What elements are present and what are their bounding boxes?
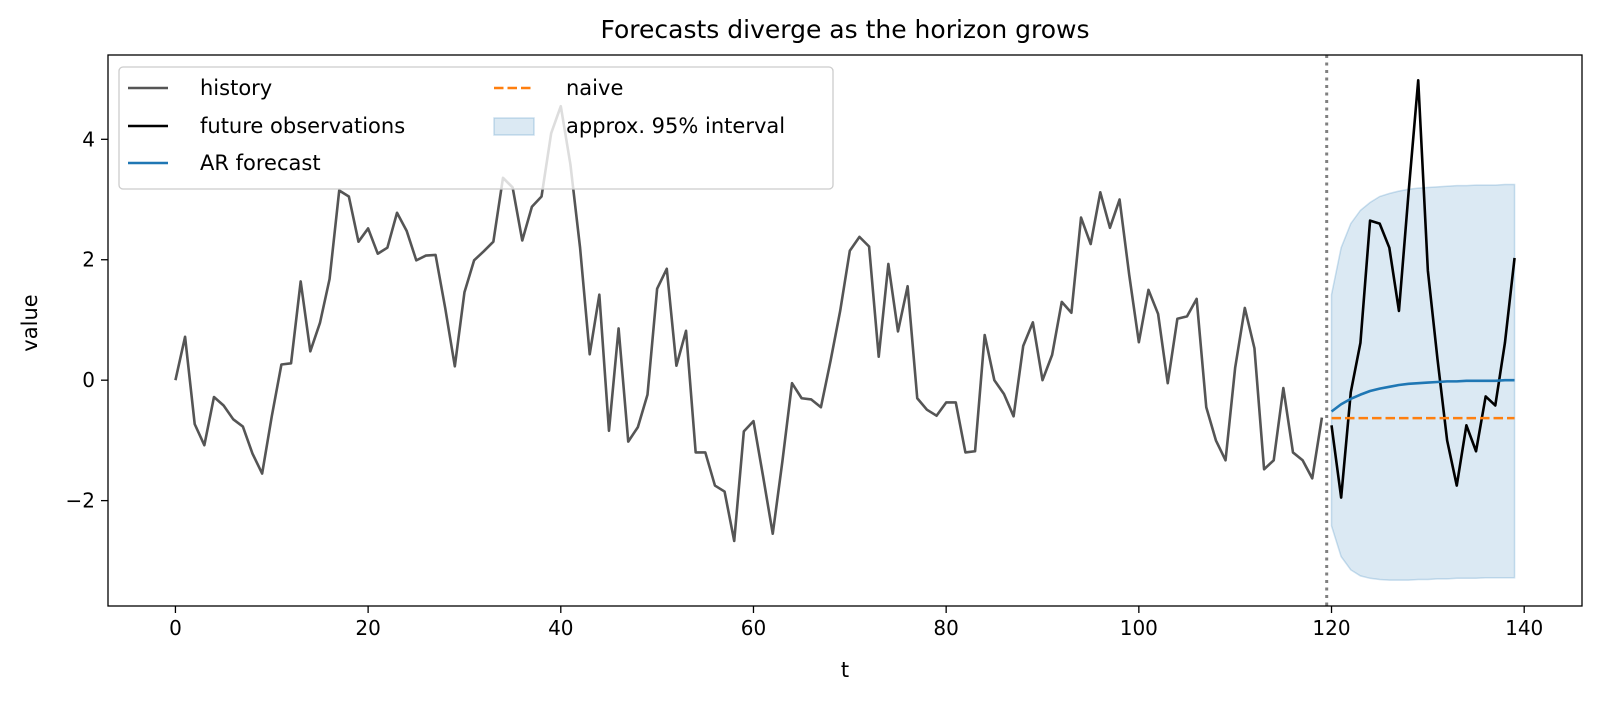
legend-label-future-observations: future observations: [200, 114, 405, 138]
y-tick-label: 2: [82, 248, 95, 272]
axes-frame: [107, 54, 1583, 607]
legend-label-approx-95-interval: approx. 95% interval: [566, 114, 785, 138]
x-tick-label: 120: [1312, 616, 1350, 640]
legend-swatch-approx-95-interval: [493, 117, 535, 136]
series-line-ar-forecast: [1330, 378, 1515, 413]
x-tick-label: 80: [933, 616, 958, 640]
legend-box: [118, 66, 834, 190]
x-tick-label: 140: [1505, 616, 1543, 640]
legend-label-naive: naive: [566, 76, 623, 100]
x-tick-label: 100: [1120, 616, 1158, 640]
chart-title: Forecasts diverge as the horizon grows: [601, 15, 1090, 44]
legend-label-ar-forecast: AR forecast: [200, 151, 321, 175]
series-line-future-observations: [1330, 78, 1516, 499]
x-tick-label: 20: [355, 616, 380, 640]
x-tick-label: 0: [169, 616, 182, 640]
x-tick-label: 40: [548, 616, 573, 640]
legend: history future observations AR forecast nai…: [118, 66, 834, 190]
axes: 0 20 40 60 80 100 120 140 −2 0 2 4: [66, 54, 1583, 640]
series-line-history: [174, 104, 1324, 543]
x-tick-label: 60: [741, 616, 766, 640]
y-tick-label: −2: [66, 489, 95, 513]
x-axis-label: t: [841, 658, 849, 682]
y-axis-label: value: [18, 294, 42, 351]
legend-label-history: history: [200, 76, 272, 100]
y-tick-label: 4: [82, 127, 95, 151]
y-tick-label: 0: [82, 368, 95, 392]
plot-area: [174, 55, 1516, 606]
